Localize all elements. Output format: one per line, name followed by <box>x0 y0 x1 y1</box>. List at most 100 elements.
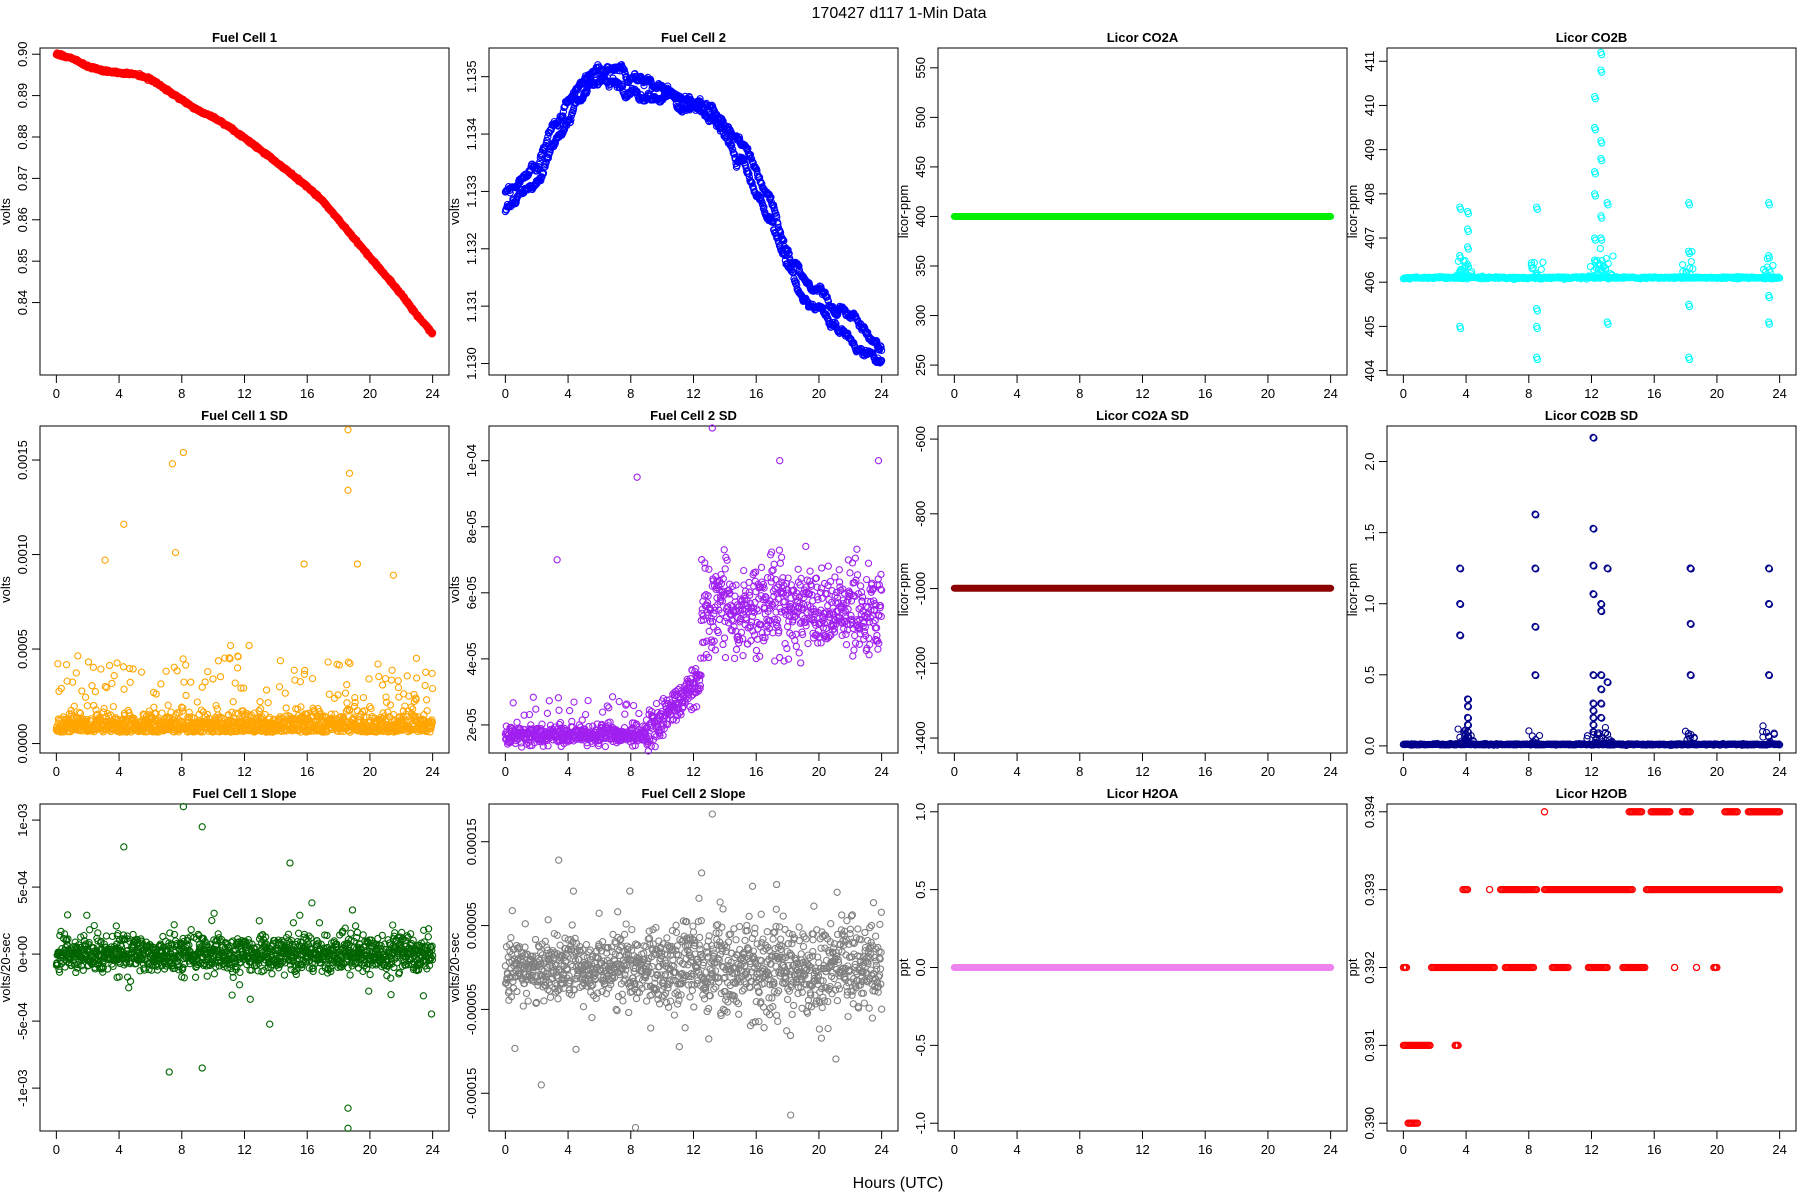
data-point <box>394 684 403 692</box>
data-point <box>119 663 128 671</box>
x-tick-label: 0 <box>502 764 509 779</box>
data-point <box>422 668 430 676</box>
data-point <box>137 668 146 676</box>
plot-frame <box>39 47 450 376</box>
y-tick-label: 0.89 <box>15 83 30 108</box>
data-point <box>88 682 96 690</box>
y-tick-label: 0.0015 <box>15 440 30 480</box>
data-point <box>412 654 421 662</box>
data-point <box>378 681 387 689</box>
x-tick-label: 16 <box>1647 386 1661 401</box>
data-point <box>180 678 188 686</box>
data-marks <box>52 426 437 736</box>
y-tick-label: 350 <box>913 255 928 277</box>
panel-2: Fuel Cell 20 4 8 12 16 20 241.1301.1311.1321.1… <box>447 30 899 401</box>
x-tick-label: 4 <box>564 764 571 779</box>
data-point <box>343 681 351 689</box>
y-tick-label: 1.130 <box>464 347 479 380</box>
data-point <box>201 678 209 686</box>
x-tick-label: 16 <box>300 764 314 779</box>
data-point <box>179 655 187 663</box>
data-point <box>204 668 212 676</box>
y-tick-label: 1.134 <box>464 118 479 151</box>
y-tick-label: 0.85 <box>15 249 30 274</box>
data-point <box>83 702 91 710</box>
x-tick-label: 20 <box>1710 386 1724 401</box>
x-tick-label: 4 <box>115 764 122 779</box>
y-tick-label: 550 <box>913 57 928 79</box>
data-point <box>109 702 118 711</box>
y-tick-label: 405 <box>1362 316 1377 338</box>
data-point <box>341 689 350 697</box>
data-point <box>365 675 373 683</box>
outlier-point <box>101 556 109 564</box>
data-point <box>545 697 553 705</box>
data-point <box>276 657 285 665</box>
data-point <box>343 699 351 707</box>
y-tick-label: 0.0005 <box>15 629 30 669</box>
y-tick-label: 400 <box>913 206 928 228</box>
data-point <box>214 657 223 665</box>
data-point <box>544 133 552 141</box>
data-point <box>182 661 190 669</box>
data-point <box>509 699 517 707</box>
panel-title: Licor CO2B <box>1556 30 1628 45</box>
y-tick-label: 0.90 <box>15 42 30 67</box>
data-point <box>216 673 225 681</box>
data-point <box>1687 257 1695 266</box>
outlier-point <box>171 548 180 557</box>
x-tick-label: 8 <box>1076 386 1083 401</box>
y-tick-label: 2e-05 <box>464 708 479 741</box>
y-axis-label: volts <box>447 576 462 603</box>
outlier-point <box>179 448 188 457</box>
y-tick-label: 0.0000 <box>15 724 30 764</box>
data-point <box>126 678 134 686</box>
data-point <box>534 166 542 174</box>
x-tick-label: 16 <box>300 386 314 401</box>
panel-1: Fuel Cell 10 4 8 12 16 20 240.840.850.860.870.… <box>0 30 450 401</box>
x-tick-label: 24 <box>1772 386 1786 401</box>
data-point <box>359 693 368 702</box>
x-tick-label: 8 <box>627 764 634 779</box>
panel-title: Fuel Cell 2 SD <box>650 408 737 423</box>
data-point <box>256 698 264 706</box>
data-point <box>74 652 82 660</box>
x-tick-label: 0 <box>502 386 509 401</box>
outlier-point <box>300 560 308 568</box>
x-tick-label: 8 <box>1525 386 1532 401</box>
y-tick-label: 408 <box>1362 183 1377 205</box>
data-point <box>245 641 253 650</box>
data-point <box>394 677 402 685</box>
data-point <box>387 676 396 684</box>
x-tick-label: 8 <box>178 386 185 401</box>
x-tick-label: 12 <box>1584 386 1598 401</box>
x-tick-label: 24 <box>425 386 439 401</box>
data-point <box>428 669 436 678</box>
x-tick-label: 0 <box>53 764 60 779</box>
x-tick-label: 12 <box>686 764 700 779</box>
data-point <box>84 658 93 666</box>
outlier-point <box>353 560 362 568</box>
x-tick-label: 8 <box>178 764 185 779</box>
data-point <box>275 683 284 691</box>
y-axis-label: volts <box>0 576 13 603</box>
data-marks <box>52 49 437 338</box>
outlier-point <box>344 486 352 494</box>
data-point <box>120 685 128 693</box>
y-axis-label: licor-ppm <box>1345 185 1360 238</box>
x-tick-label: 12 <box>237 386 251 401</box>
y-tick-label: 1.132 <box>464 233 479 266</box>
data-point <box>164 701 172 709</box>
data-marks <box>501 60 886 367</box>
data-point <box>187 678 195 686</box>
data-point <box>428 684 437 693</box>
y-tick-label: 0.84 <box>15 290 30 315</box>
outlier-point <box>389 571 398 579</box>
data-point <box>388 666 396 674</box>
data-point <box>529 693 537 701</box>
y-tick-label: 406 <box>1362 271 1377 293</box>
data-point <box>1586 263 1595 271</box>
outlier-point <box>120 520 128 528</box>
